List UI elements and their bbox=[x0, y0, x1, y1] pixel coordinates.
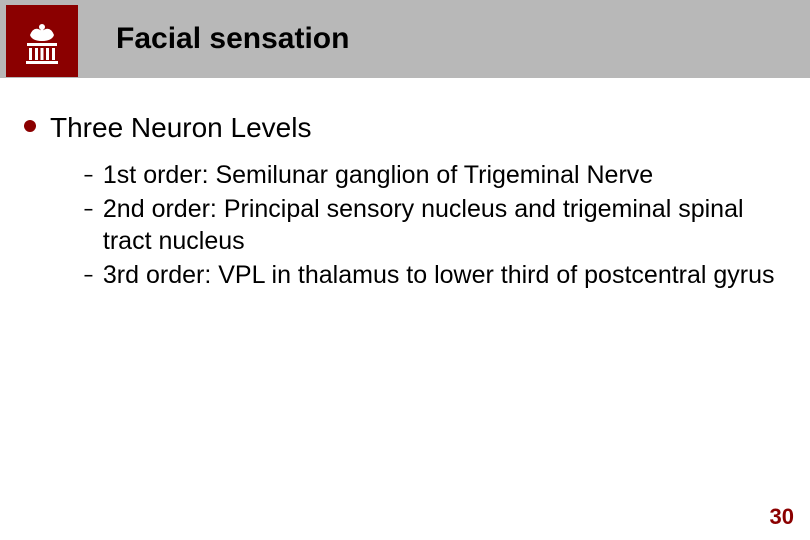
bullet-level2: – 1st order: Semilunar ganglion of Trige… bbox=[84, 159, 786, 191]
page-number: 30 bbox=[770, 504, 794, 530]
bullet-level1-text: Three Neuron Levels bbox=[50, 110, 311, 145]
logo-box bbox=[6, 5, 78, 77]
dash-icon: – bbox=[84, 167, 93, 185]
slide-title: Facial sensation bbox=[116, 22, 349, 56]
dash-icon: – bbox=[84, 201, 93, 219]
bullet-level2: – 2nd order: Principal sensory nucleus a… bbox=[84, 193, 786, 257]
bullet-level2-text: 3rd order: VPL in thalamus to lower thir… bbox=[103, 259, 775, 291]
bullet-level2-text: 2nd order: Principal sensory nucleus and… bbox=[103, 193, 786, 257]
header-bar: Facial sensation bbox=[0, 0, 810, 78]
bullet-level2: – 3rd order: VPL in thalamus to lower th… bbox=[84, 259, 786, 291]
bullet-dot-icon bbox=[24, 120, 36, 132]
bullet-level1: Three Neuron Levels bbox=[24, 110, 786, 145]
university-logo-icon bbox=[17, 13, 67, 69]
dash-icon: – bbox=[84, 267, 93, 285]
sublist: – 1st order: Semilunar ganglion of Trige… bbox=[84, 159, 786, 291]
bullet-level2-text: 1st order: Semilunar ganglion of Trigemi… bbox=[103, 159, 653, 191]
content-area: Three Neuron Levels – 1st order: Semilun… bbox=[0, 78, 810, 291]
